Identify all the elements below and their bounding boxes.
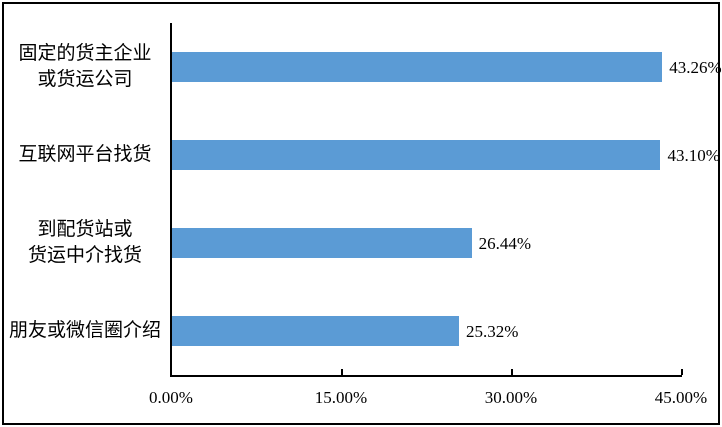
x-axis-tick-label: 0.00% <box>149 388 193 407</box>
category-label: 固定的货主企业 或货运公司 <box>18 43 152 90</box>
bar <box>172 140 661 170</box>
value-axis-labels: 0.00% 15.00% 30.00% 45.00% <box>149 388 707 412</box>
plot-area: 43.26% 43.10% 26.44% 25.32% <box>170 23 722 377</box>
category-label: 到配货站或 货运中介找货 <box>27 219 142 266</box>
x-axis-tick-mark <box>681 369 683 375</box>
bar-row: 25.32% <box>172 287 682 375</box>
bar <box>172 316 459 346</box>
bar-value-label: 43.10% <box>667 145 720 165</box>
bar <box>172 228 472 258</box>
x-axis-tick-mark <box>511 369 513 375</box>
bar-row: 43.10% <box>172 111 720 199</box>
bar-value-label: 43.26% <box>669 57 722 77</box>
category-label: 朋友或微信圈介绍 <box>8 320 161 341</box>
bar-row: 43.26% <box>172 23 722 111</box>
x-axis-tick-label: 30.00% <box>484 388 538 407</box>
bar-row: 26.44% <box>172 199 682 287</box>
category-axis-labels: 固定的货主企业 或货运公司互联网平台找货到配货站或 货运中介找货朋友或微信圈介绍 <box>8 23 162 375</box>
bar <box>172 52 663 82</box>
bar-value-label: 25.32% <box>465 321 519 341</box>
x-axis-tick-mark <box>341 369 343 375</box>
category-label: 互联网平台找货 <box>18 144 152 165</box>
x-axis-tick-label: 15.00% <box>314 388 368 407</box>
bar-value-label: 26.44% <box>478 233 532 253</box>
x-axis-tick-label: 45.00% <box>654 388 708 407</box>
